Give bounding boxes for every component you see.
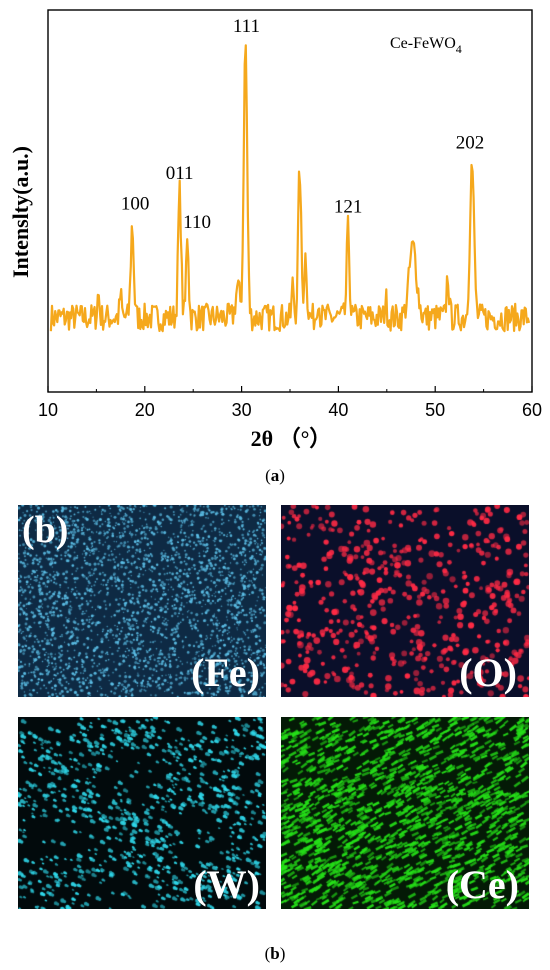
xrd-plot-svg: 10 20 30 40 50 60 111 100 011 110 121 202 Ce-FeWO4…	[8, 9, 542, 451]
map-w: (W)	[18, 717, 266, 909]
w-map-image	[18, 717, 266, 909]
caption-b-letter: b	[270, 944, 280, 963]
x-tick-label: 10	[38, 400, 58, 420]
peak-annotations: 111 100 011 110 121 202	[121, 16, 484, 233]
x-tick-label: 30	[232, 400, 252, 420]
caption-a-letter: a	[270, 466, 280, 485]
peak-label-011: 011	[166, 163, 194, 184]
x-tick-label: 60	[522, 400, 542, 420]
caption-b: (b)	[264, 944, 286, 963]
peak-label-202: 202	[456, 132, 485, 153]
peak-label-121: 121	[334, 197, 363, 218]
ce-map-image	[281, 717, 529, 909]
map-o: (O)	[281, 505, 529, 697]
fe-map-image	[18, 505, 266, 697]
y-axis-label: Intenslty(a.u.)	[8, 146, 33, 278]
map-fe: (b) (Fe)	[18, 505, 266, 697]
caption-a: (a)	[265, 466, 285, 485]
panel-b-corner-label: (b)	[22, 509, 69, 551]
x-tick-label: 50	[425, 400, 445, 420]
legend-label: Ce-FeWO4	[390, 35, 462, 56]
legend-subscript: 4	[456, 42, 462, 56]
xrd-chart: 10 20 30 40 50 60 111 100 011 110 121 202 Ce-FeWO4…	[0, 0, 550, 460]
peak-label-110: 110	[183, 212, 211, 233]
fe-map-label: (Fe)	[191, 650, 260, 695]
map-ce: (Ce)	[281, 717, 529, 909]
axes: 10 20 30 40 50 60	[38, 9, 542, 420]
peak-label-100: 100	[121, 193, 150, 214]
x-axis-label: 2θ （°）	[251, 426, 332, 451]
series-line-ce-fewo4	[49, 44, 531, 333]
o-map-image	[281, 505, 529, 697]
x-tick-label: 40	[328, 400, 348, 420]
w-map-label: (W)	[193, 862, 260, 907]
peak-label-111: 111	[233, 16, 260, 37]
legend-base: Ce-FeWO	[390, 35, 456, 52]
o-map-label: (O)	[459, 650, 517, 695]
ce-map-label: (Ce)	[445, 862, 519, 907]
x-tick-label: 20	[135, 400, 155, 420]
